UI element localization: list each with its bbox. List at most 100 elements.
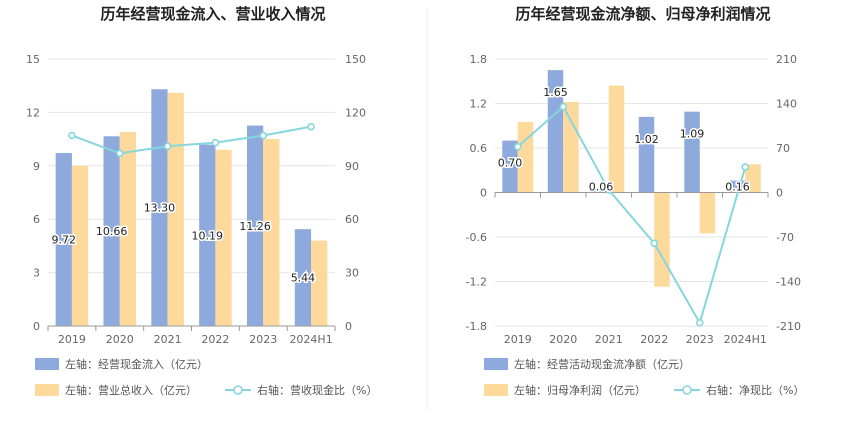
chart-title: 历年经营现金流入、营业收入情况 [100, 5, 325, 23]
x-tick-label: 2020 [106, 333, 134, 346]
bar-value-label: 1.02 [634, 133, 659, 146]
legend-swatch [484, 358, 508, 370]
x-tick-label: 2023 [686, 333, 714, 346]
bars [502, 70, 761, 287]
right-tick-label: 120 [345, 106, 366, 119]
left-tick-label: 0.6 [470, 142, 488, 155]
bar-primary [638, 116, 655, 193]
bar-secondary [167, 92, 184, 326]
legend-label: 右轴：营收现金比（%） [257, 383, 377, 397]
bar-primary [593, 188, 609, 193]
bar-secondary [563, 102, 579, 193]
bar-primary [199, 144, 216, 326]
chart-title: 历年经营现金流净额、归母净利润情况 [515, 5, 770, 23]
x-tick-label: 2023 [249, 333, 277, 346]
bar-value-label: 10.66 [96, 225, 128, 238]
legend-line-marker [682, 385, 692, 395]
left-tick-label: 1.8 [470, 53, 488, 66]
gridlines [48, 58, 335, 327]
bar-value-label: 1.09 [680, 128, 705, 141]
data-labels: 9.72 10.66 13.30 10.19 11.26 5.44 [50, 200, 317, 286]
bar-value-label: 9.72 [52, 233, 77, 246]
bar-secondary [215, 149, 232, 326]
right-y-axis: 210 140 70 0 -70 -140 -210 [776, 53, 801, 333]
ratio-point [163, 142, 172, 151]
legend-line-marker [233, 385, 243, 395]
legend: 左轴：经营活动现金流净额（亿元） 左轴：归母净利润（亿元） 右轴：净现比（%） [484, 357, 804, 397]
right-tick-label: 0 [345, 320, 352, 333]
bar-value-label: 0.06 [589, 181, 614, 194]
left-tick-label: -1.8 [466, 320, 487, 333]
left-tick-label: 1.2 [470, 98, 488, 111]
bar-primary [246, 125, 264, 327]
legend-swatch [35, 358, 59, 370]
left-tick-label: -0.6 [466, 231, 487, 244]
bar-secondary [517, 122, 534, 193]
right-tick-label: 30 [345, 267, 359, 280]
left-y-axis: 15 12 9 6 3 0 [26, 53, 40, 333]
bar-secondary [745, 164, 761, 193]
ratio-polyline [71, 125, 312, 155]
legend-swatch [484, 384, 508, 396]
x-tick-label: 2021 [154, 333, 182, 346]
ratio-point [559, 102, 568, 111]
legend: 左轴：经营现金流入（亿元） 左轴：营业总收入（亿元） 右轴：营收现金比（%） [35, 357, 377, 397]
bar-value-label: 10.19 [192, 229, 224, 242]
right-tick-label: 70 [776, 142, 790, 155]
legend-label: 左轴：经营现金流入（亿元） [65, 357, 208, 371]
ratio-point [211, 138, 220, 147]
bar-secondary [119, 131, 137, 326]
ratio-point [513, 142, 522, 151]
legend-swatch [35, 384, 59, 396]
legend-label: 左轴：经营活动现金流净额（亿元） [514, 357, 690, 371]
x-tick-label: 2024H1 [724, 333, 767, 346]
x-axis: 2019 2020 2021 2022 2023 2024H1 [494, 192, 769, 346]
netcash-profit-chart: 历年经营现金流净额、归母净利润情况 1.8 1.2 0.6 0 -0.6 -1.2 -1.8… [466, 5, 805, 397]
right-y-axis: 150 120 90 60 30 0 [345, 53, 366, 333]
bar-secondary [311, 240, 328, 326]
bar-primary [684, 111, 700, 193]
x-tick-label: 2022 [201, 333, 229, 346]
x-tick-label: 2022 [640, 333, 668, 346]
bar-secondary [699, 192, 716, 234]
bar-primary [729, 180, 746, 193]
bar-value-label: 0.16 [725, 181, 750, 194]
legend-label: 左轴：归母净利润（亿元） [514, 383, 646, 397]
right-tick-label: 210 [776, 53, 797, 66]
bar-value-label: 0.70 [498, 157, 523, 170]
right-tick-label: -140 [776, 276, 801, 289]
bar-secondary [263, 139, 280, 326]
left-y-axis: 1.8 1.2 0.6 0 -0.6 -1.2 -1.8 [466, 53, 487, 333]
left-tick-label: -1.2 [466, 276, 487, 289]
bar-secondary [71, 165, 89, 326]
bar-value-label: 13.30 [144, 202, 176, 215]
x-tick-label: 2019 [504, 333, 532, 346]
data-labels: 0.70 1.65 0.06 1.02 1.09 0.16 [496, 85, 751, 195]
ratio-line [513, 102, 750, 327]
bar-primary [294, 229, 312, 326]
left-tick-label: 12 [26, 106, 40, 119]
left-tick-label: 0 [33, 320, 40, 333]
left-tick-label: 15 [26, 53, 40, 66]
legend-label: 左轴：营业总收入（亿元） [65, 383, 197, 397]
right-tick-label: 140 [776, 98, 797, 111]
left-tick-label: 6 [33, 213, 40, 226]
x-tick-label: 2024H1 [289, 333, 332, 346]
legend-label: 右轴：净现比（%） [706, 383, 804, 397]
bar-value-label: 1.65 [543, 86, 568, 99]
x-tick-label: 2020 [549, 333, 577, 346]
left-tick-label: 9 [33, 160, 40, 173]
ratio-point [650, 239, 659, 248]
x-tick-label: 2019 [58, 333, 86, 346]
bar-primary [502, 140, 518, 193]
ratio-line [68, 122, 315, 158]
right-tick-label: 150 [345, 53, 366, 66]
ratio-point [259, 131, 268, 140]
right-tick-label: -210 [776, 320, 801, 333]
ratio-point [307, 122, 315, 131]
bar-primary [547, 70, 564, 193]
bar-primary [103, 136, 120, 326]
bar-secondary [608, 85, 625, 193]
